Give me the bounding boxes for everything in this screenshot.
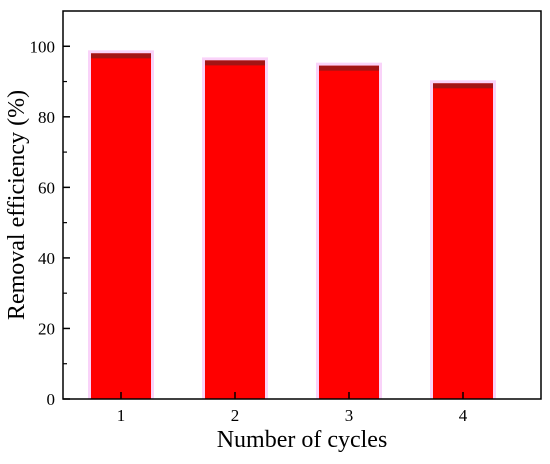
x-tick-label: 3 (345, 406, 354, 425)
bar-cycle-2 (205, 60, 265, 400)
bar-cycle-1 (91, 53, 151, 400)
bar-cycle-4 (433, 83, 493, 400)
x-tick-label: 4 (459, 406, 468, 425)
bar-top-edge (205, 60, 265, 66)
y-axis-label: Removal efficiency (%) (4, 90, 30, 320)
y-tick-label: 0 (47, 390, 56, 409)
y-tick-label: 60 (38, 178, 55, 197)
y-tick-label: 20 (38, 319, 55, 338)
bar-top-edge (319, 65, 379, 71)
plot-frame (62, 10, 542, 400)
axis-layer: 0 20 40 60 80 100 1 2 3 4 (30, 37, 468, 425)
x-tick-label: 1 (117, 406, 126, 425)
x-tick-label: 2 (231, 406, 240, 425)
y-tick-label: 40 (38, 249, 55, 268)
y-tick-label: 100 (30, 37, 56, 56)
bar-cycle-3 (319, 65, 379, 399)
bars-layer (88, 50, 496, 400)
bar-top-edge (433, 83, 493, 89)
y-tick-label: 80 (38, 108, 55, 127)
x-axis-label: Number of cycles (217, 427, 388, 453)
bar-top-edge (91, 53, 151, 59)
